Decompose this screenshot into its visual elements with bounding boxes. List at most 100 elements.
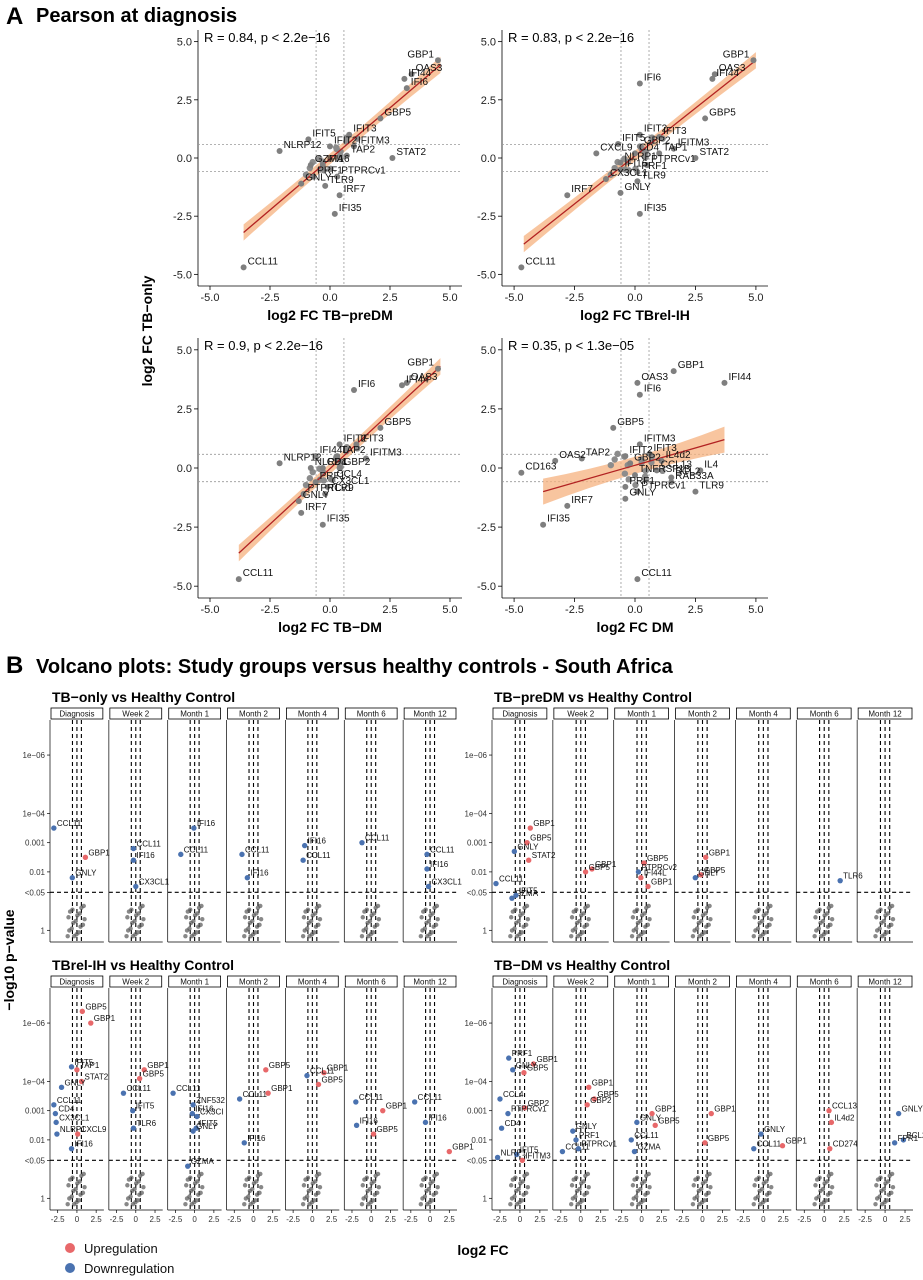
volcano-point-nonsig [818,1188,823,1194]
data-label: PTPRCv1 [341,166,386,177]
volcano-point-nonsig [185,1177,191,1182]
y-tick-label: -5.0 [477,581,496,593]
volcano-point-nonsig [696,920,701,926]
facet-strip [553,975,609,988]
data-point [319,465,326,471]
volcano-point-nonsig [247,1188,253,1194]
data-label: IFI6 [358,379,376,390]
volcano-point-down [497,1096,503,1102]
volcano-point-down [178,851,184,858]
data-point-cluster [306,475,314,482]
volcano-point-down [190,1128,196,1134]
volcano-point-down [511,848,518,855]
data-point [644,161,651,168]
volcano-point-nonsig [521,924,526,929]
volcano-point-nonsig [303,909,308,914]
volcano-point-nonsig [691,1183,696,1188]
volcano-point-nonsig [242,933,247,939]
volcano-point-nonsig [691,915,696,920]
volcano-gene-label: GBP1 [592,1078,614,1087]
data-label: IFITM3 [370,448,402,459]
volcano-gene-label: BCL2 [906,1131,923,1140]
volcano-point-nonsig [630,1183,636,1188]
volcano-point-nonsig [825,924,831,929]
x-axis-title: log2 FC TB−DM [278,619,382,635]
data-point [435,365,441,372]
volcano-point-nonsig [418,933,424,939]
volcano-point-nonsig [419,1183,424,1188]
data-label: CD163 [525,462,557,473]
volcano-point-nonsig [758,1201,763,1207]
facet-strip [796,975,852,988]
data-label: IFI44 [728,372,751,383]
volcano-point-up [638,875,644,881]
data-label: PRF1 [320,471,346,482]
volcano-point-nonsig [184,1196,190,1201]
x-tick-label: 0 [251,1215,256,1224]
data-point [399,382,405,389]
volcano-point-down [170,1090,176,1096]
facet-strip [675,707,730,720]
data-point [408,71,415,78]
y-tick-label: 1 [41,1194,46,1203]
volcano-point-nonsig [639,1181,645,1186]
facet-strip [736,707,791,720]
data-label: CD4 [327,457,347,468]
volcano-point-nonsig [761,1181,766,1186]
data-label: CCL11 [525,256,556,267]
volcano-gene-label: GBP1 [327,1064,349,1073]
volcano-point-down [570,1128,576,1134]
data-point [403,85,410,92]
volcano-point-nonsig [570,928,576,933]
volcano-point-nonsig [141,1184,146,1190]
panel-a-title: Pearson at diagnosis [36,5,237,27]
volcano-gene-label: CX3CL1 [59,1113,90,1122]
data-point [435,57,441,64]
correlation-annotation: R = 0.84, p < 2.2e−16 [204,30,330,45]
x-tick-label: -2.5 [110,1215,124,1224]
data-point-cluster [659,467,666,475]
data-point-cluster [642,148,649,155]
data-point [312,479,319,486]
volcano-gene-label: ZNF532 [196,1096,225,1105]
data-label: IFIT5 [312,128,336,139]
data-label: IFI44 [406,374,429,385]
volcano-point-nonsig [697,1201,702,1207]
x-tick-label: 2.5 [91,1215,103,1224]
volcano-point-nonsig [752,1183,757,1188]
y-tick-label: 1e−06 [23,751,46,760]
data-label: PRF1 [317,166,343,177]
volcano-point-nonsig [508,933,513,939]
volcano-point-up [136,1075,143,1082]
x-tick-label: 2.5 [149,1215,161,1224]
volcano-point-nonsig [883,913,888,918]
data-label: CXCL9 [600,142,633,153]
volcano-gene-label: CCL13 [832,1102,857,1111]
volcano-point-nonsig [75,1181,80,1186]
x-tick-label: -5.0 [201,292,220,304]
data-label: GNLY [303,490,330,501]
volcano-point-down [513,892,519,898]
x-tick-label: 0 [369,1215,374,1224]
volcano-gene-label: CCL11 [757,1140,782,1149]
volcano-point-nonsig [769,916,774,922]
legend: Upregulation Downregulation [65,1241,174,1276]
volcano-gene-label: PRF1 [512,1049,533,1058]
volcano-point-nonsig [757,1188,762,1194]
volcano-gene-label: CCL11 [634,1131,659,1140]
volcano-point-nonsig [129,920,135,926]
facet-strip-label: Month 1 [627,710,656,719]
volcano-point-nonsig [133,1181,139,1186]
volcano-gene-label: CCL4 [503,1090,524,1099]
volcano-point-nonsig [424,1188,429,1194]
volcano-point-nonsig [635,920,641,926]
volcano-point-nonsig [302,1196,307,1201]
data-point [622,495,629,502]
volcano-point-nonsig [510,909,516,914]
x-tick-label: 2.5 [899,1215,911,1224]
data-point-cluster [302,171,310,178]
volcano-point-nonsig [251,1181,257,1186]
volcano-point-nonsig [508,1183,514,1188]
volcano-point-nonsig [244,1177,249,1182]
data-point [312,453,319,460]
